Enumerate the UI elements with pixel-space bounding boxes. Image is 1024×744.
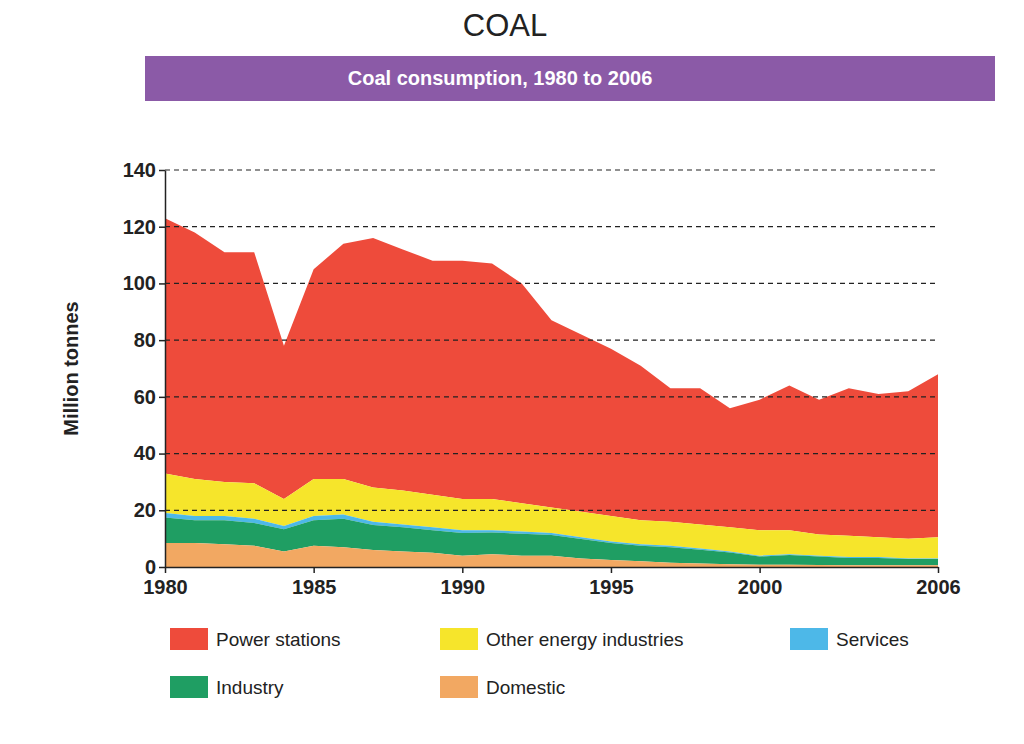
- legend-label: Power stations: [216, 629, 341, 650]
- grid-line: [165, 169, 938, 170]
- tick-label: 1995: [589, 576, 634, 598]
- grid-line: [165, 340, 938, 341]
- legend-item: Power stations: [170, 628, 341, 650]
- x-axis: 1980 1985 1990 1995 2000 2006: [143, 567, 961, 598]
- tick: 1995: [589, 567, 634, 598]
- tick-mark: [159, 453, 165, 455]
- area: [165, 543, 938, 567]
- tick-mark: [938, 567, 940, 573]
- tick-mark: [611, 567, 613, 573]
- y-axis: 0 20 40 60 80 100 120 140: [123, 159, 166, 578]
- tick: 20: [134, 499, 165, 521]
- tick-label: 0: [145, 556, 156, 578]
- tick-mark: [165, 567, 167, 573]
- tick-label: 20: [134, 499, 156, 521]
- tick-label: 1985: [292, 576, 337, 598]
- tick-mark: [159, 397, 165, 399]
- legend: Power stations Other energy industries Ser…: [170, 628, 909, 698]
- grid: [165, 170, 938, 510]
- tick: 100: [123, 272, 165, 294]
- tick: 120: [123, 216, 165, 238]
- legend-label: Domestic: [486, 677, 565, 698]
- tick-label: 2006: [916, 576, 961, 598]
- legend-swatch: [440, 676, 478, 698]
- tick-mark: [159, 170, 165, 172]
- tick: 60: [134, 386, 165, 408]
- tick-label: 100: [123, 272, 156, 294]
- tick-mark: [159, 567, 165, 569]
- legend-swatch: [170, 676, 208, 698]
- legend-item: Other energy industries: [440, 628, 684, 650]
- tick-mark: [159, 283, 165, 285]
- tick: 80: [134, 329, 165, 351]
- tick: 2000: [738, 567, 783, 598]
- tick-mark: [159, 340, 165, 342]
- grid-line: [165, 510, 938, 511]
- tick-mark: [462, 567, 464, 573]
- axis-line: [166, 567, 939, 569]
- tick-label: 60: [134, 386, 156, 408]
- tick-label: 80: [134, 329, 156, 351]
- title: COAL: [463, 8, 547, 43]
- tick: 1980: [143, 567, 188, 598]
- tick-mark: [159, 226, 165, 228]
- legend-swatch: [170, 628, 208, 650]
- tick-label: 1980: [143, 576, 188, 598]
- legend-item: Domestic: [440, 676, 565, 698]
- tick: 1990: [441, 567, 486, 598]
- tick-label: 2000: [738, 576, 783, 598]
- tick-label: 120: [123, 216, 156, 238]
- legend-label: Services: [836, 629, 909, 650]
- tick-mark: [159, 510, 165, 512]
- legend-label: Industry: [216, 677, 284, 698]
- plot-area: [165, 218, 938, 567]
- grid-line: [165, 453, 938, 454]
- tick-label: 1990: [441, 576, 486, 598]
- chart: COAL Coal consumption, 1980 to 2006 0 20 40 6…: [0, 0, 1024, 744]
- legend-label: Other energy industries: [486, 629, 684, 650]
- grid-line: [165, 283, 938, 284]
- legend-item: Services: [790, 628, 909, 650]
- axis-line: [165, 171, 167, 568]
- tick: 140: [123, 159, 165, 181]
- area: [165, 218, 938, 538]
- tick: 0: [145, 556, 165, 578]
- legend-swatch: [790, 628, 828, 650]
- subtitle-banner: [145, 56, 995, 101]
- legend-swatch: [440, 628, 478, 650]
- tick: 1985: [292, 567, 337, 598]
- tick-label: 140: [123, 159, 156, 181]
- grid-line: [165, 396, 938, 397]
- tick-label: 40: [134, 442, 156, 464]
- grid-line: [165, 226, 938, 227]
- tick-mark: [313, 567, 315, 573]
- tick: 2006: [916, 567, 961, 598]
- tick-mark: [759, 567, 761, 573]
- tick: 40: [134, 442, 165, 464]
- subtitle: Coal consumption, 1980 to 2006: [348, 67, 653, 89]
- legend-item: Industry: [170, 676, 284, 698]
- y-axis-label: Million tonnes: [60, 301, 82, 435]
